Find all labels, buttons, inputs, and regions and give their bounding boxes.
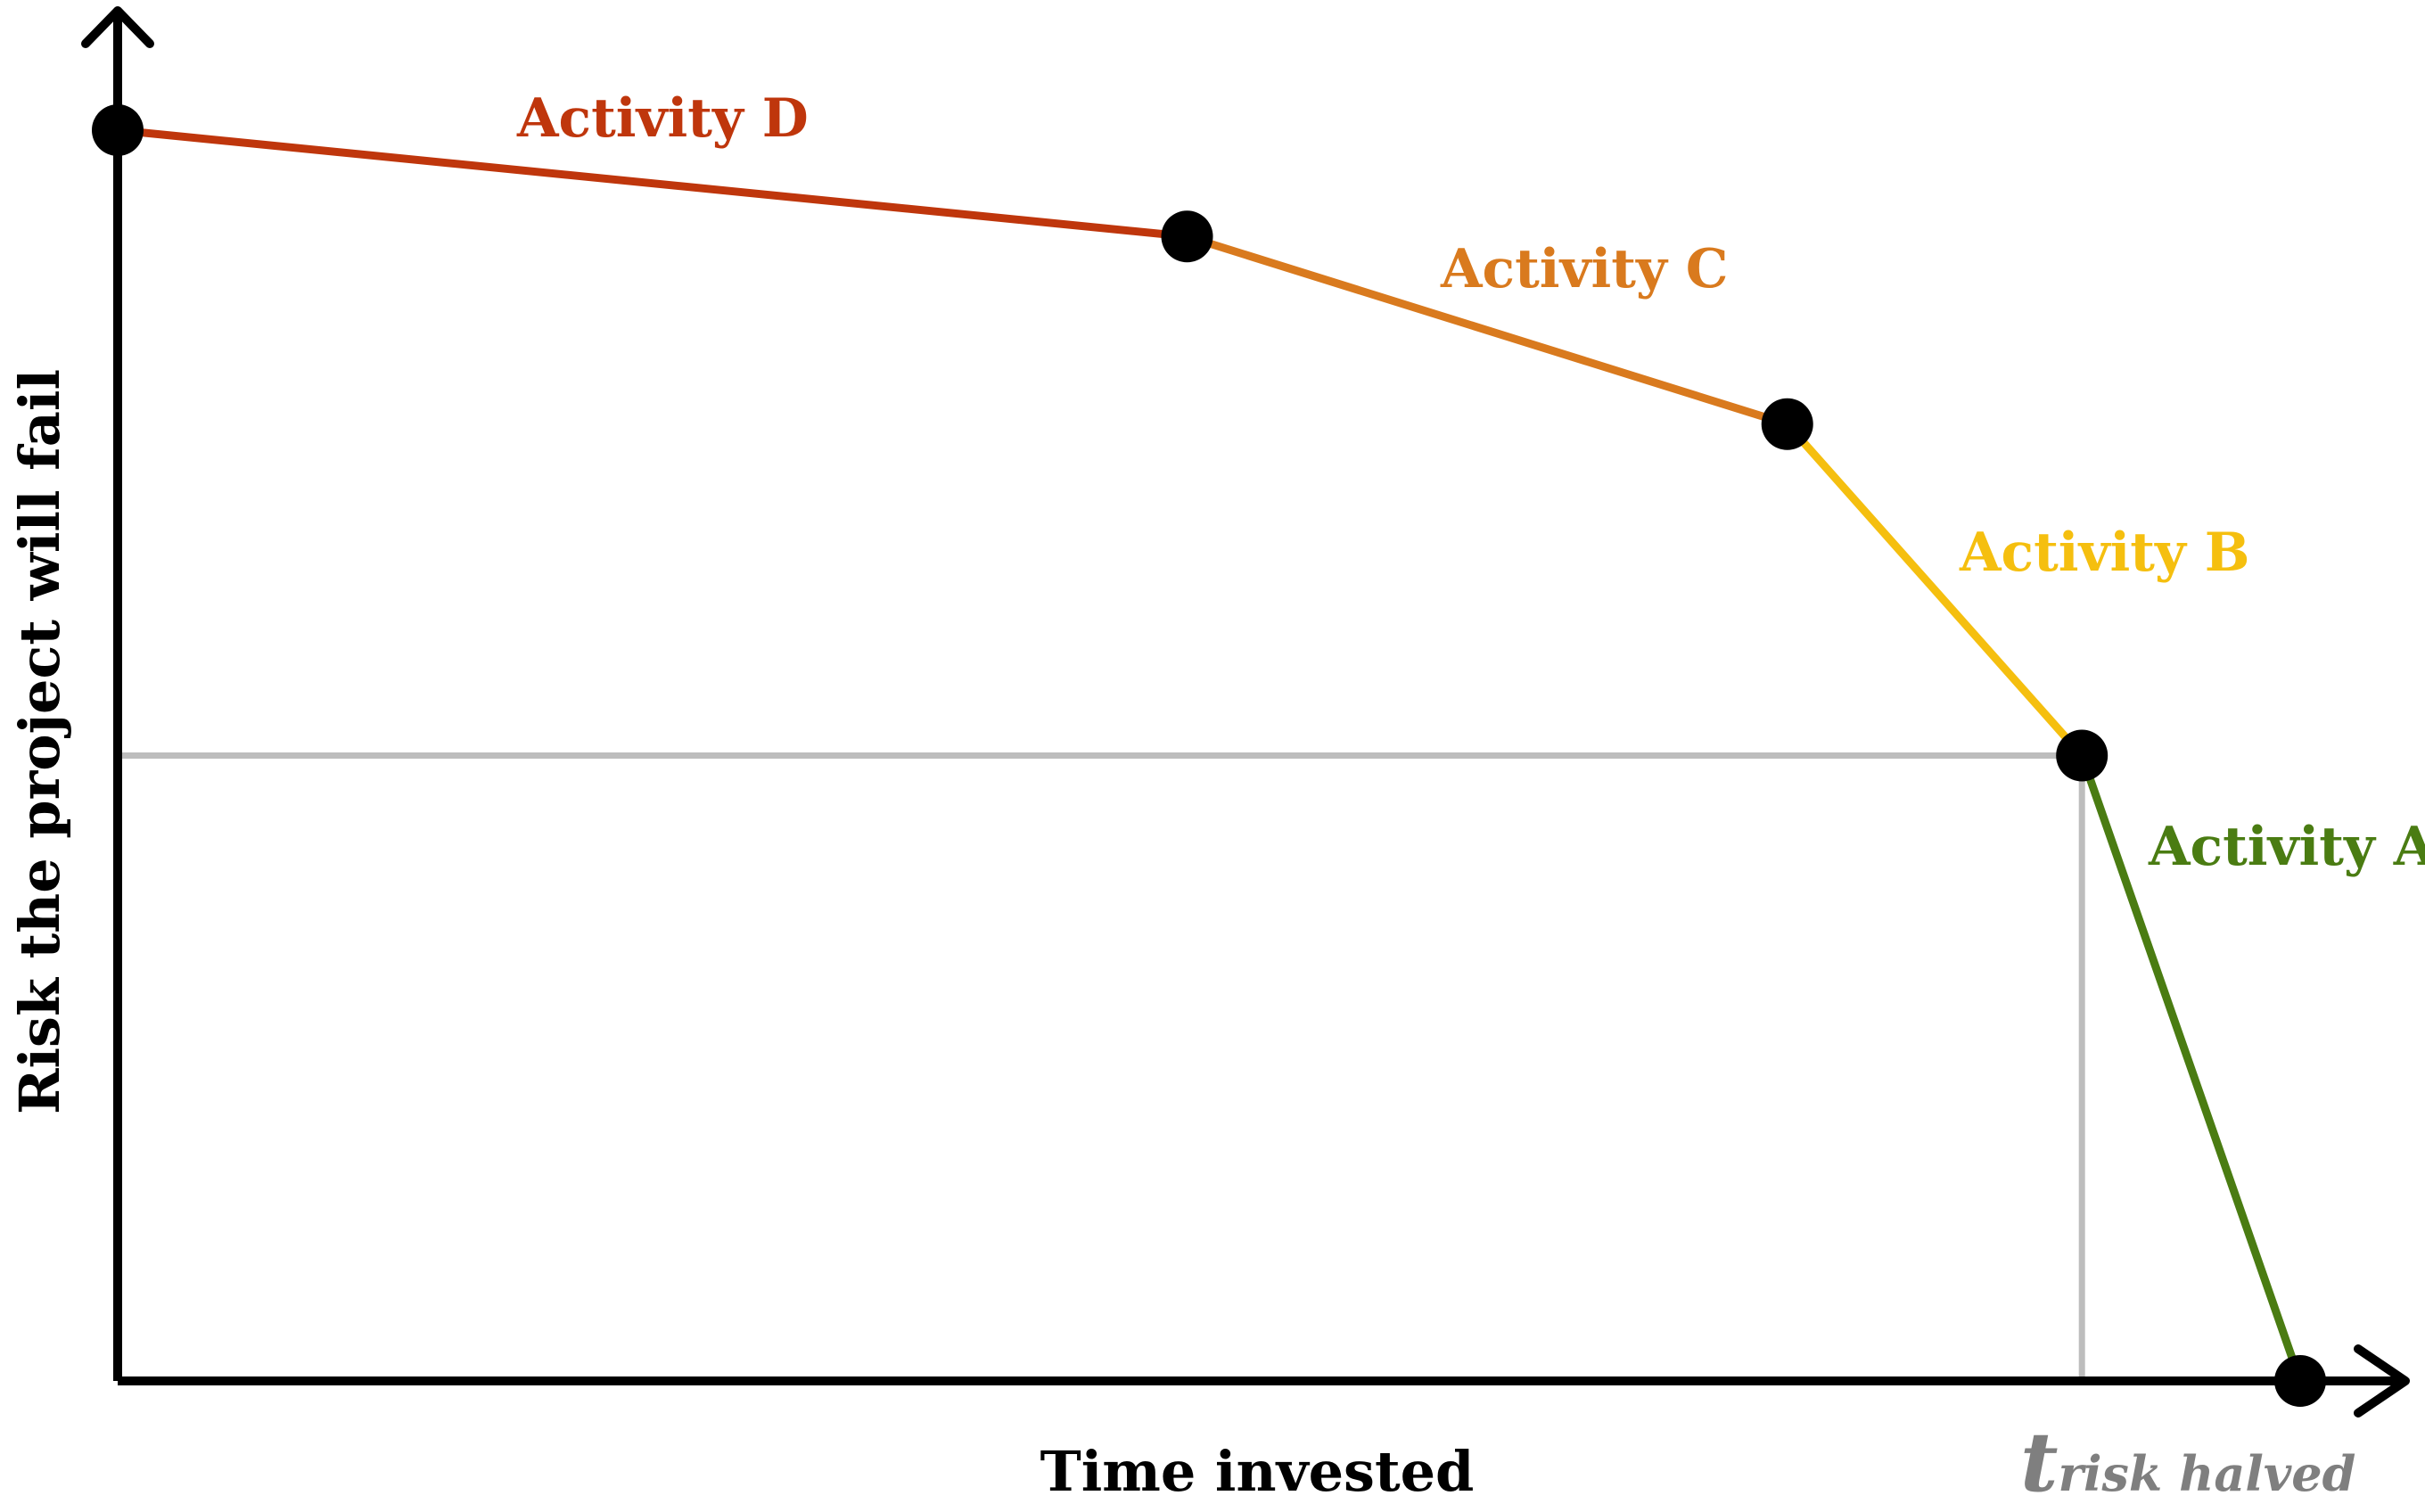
y-axis-arrow-icon	[81, 6, 154, 48]
data-point-4	[2056, 729, 2109, 782]
series-labels: Activity D Activity C Activity B Activity A	[516, 87, 2425, 878]
label-activity-a: Activity A	[2148, 816, 2425, 878]
axes	[81, 6, 2410, 1418]
label-activity-d: Activity D	[516, 87, 809, 150]
t-risk-halved-main: t	[2020, 1414, 2059, 1510]
label-activity-b: Activity B	[1959, 522, 2249, 584]
segment-activity-c	[1183, 232, 1792, 429]
segment-activity-b	[1783, 420, 2086, 760]
t-risk-halved-sub: risk halved	[2059, 1445, 2356, 1502]
segment-activity-d	[113, 126, 1192, 241]
x-axis-label: Time invested	[1040, 1439, 1475, 1504]
x-axis-arrow-icon	[2354, 1344, 2410, 1418]
label-activity-c: Activity C	[1440, 238, 1728, 300]
data-point-2	[1161, 210, 1213, 263]
segment-activity-a	[2077, 752, 2305, 1385]
series-segments	[113, 126, 2305, 1385]
data-point-5	[2274, 1355, 2326, 1407]
data-point-1	[92, 104, 144, 156]
y-axis-label: Risk the project will fail	[7, 369, 72, 1114]
t-risk-halved-label: trisk halved	[2020, 1414, 2355, 1510]
reference-lines	[118, 752, 2085, 1381]
data-points	[92, 104, 2326, 1407]
data-point-3	[1761, 398, 1813, 450]
